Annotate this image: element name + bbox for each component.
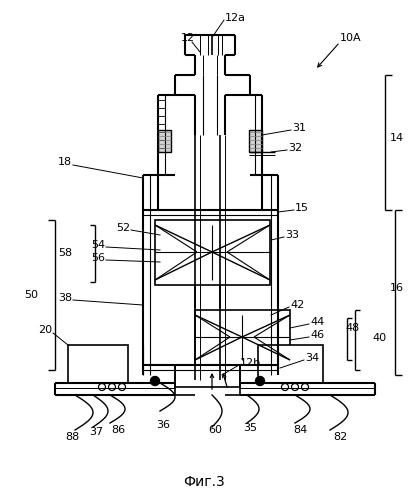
- Text: 33: 33: [285, 230, 299, 240]
- Text: 31: 31: [292, 123, 306, 133]
- Text: 32: 32: [288, 143, 302, 153]
- Text: 35: 35: [243, 423, 257, 433]
- Bar: [158, 130, 171, 152]
- Text: 84: 84: [293, 425, 307, 435]
- Text: 46: 46: [310, 330, 324, 340]
- Text: 88: 88: [65, 432, 79, 442]
- Text: 10A: 10A: [340, 33, 362, 43]
- Text: 56: 56: [91, 253, 105, 263]
- Text: 54: 54: [91, 240, 105, 250]
- Text: 42: 42: [290, 300, 304, 310]
- Circle shape: [151, 377, 160, 386]
- Text: Фиг.3: Фиг.3: [183, 475, 225, 489]
- Text: 36: 36: [156, 420, 170, 430]
- Bar: [155, 220, 270, 285]
- Text: 40: 40: [372, 333, 386, 343]
- Text: 86: 86: [111, 425, 125, 435]
- Circle shape: [256, 377, 265, 386]
- Text: 16: 16: [390, 283, 404, 293]
- Bar: [195, 310, 290, 365]
- Bar: [68, 345, 128, 383]
- Text: 82: 82: [333, 432, 347, 442]
- Text: 14: 14: [390, 133, 404, 143]
- Text: 12a: 12a: [225, 13, 246, 23]
- Text: 48: 48: [345, 323, 359, 333]
- Text: 37: 37: [89, 427, 103, 437]
- Text: 38: 38: [58, 293, 72, 303]
- Text: 52: 52: [116, 223, 130, 233]
- Text: 50: 50: [24, 290, 38, 300]
- Text: 12: 12: [181, 33, 195, 43]
- Text: 34: 34: [305, 353, 319, 363]
- Text: 20: 20: [38, 325, 52, 335]
- Bar: [249, 130, 262, 152]
- Text: 58: 58: [58, 248, 72, 258]
- Text: 12b: 12b: [240, 358, 261, 368]
- Bar: [258, 345, 323, 383]
- Text: 44: 44: [310, 317, 324, 327]
- Text: 60: 60: [208, 425, 222, 435]
- Text: 15: 15: [295, 203, 309, 213]
- Bar: [175, 365, 240, 387]
- Text: 18: 18: [58, 157, 72, 167]
